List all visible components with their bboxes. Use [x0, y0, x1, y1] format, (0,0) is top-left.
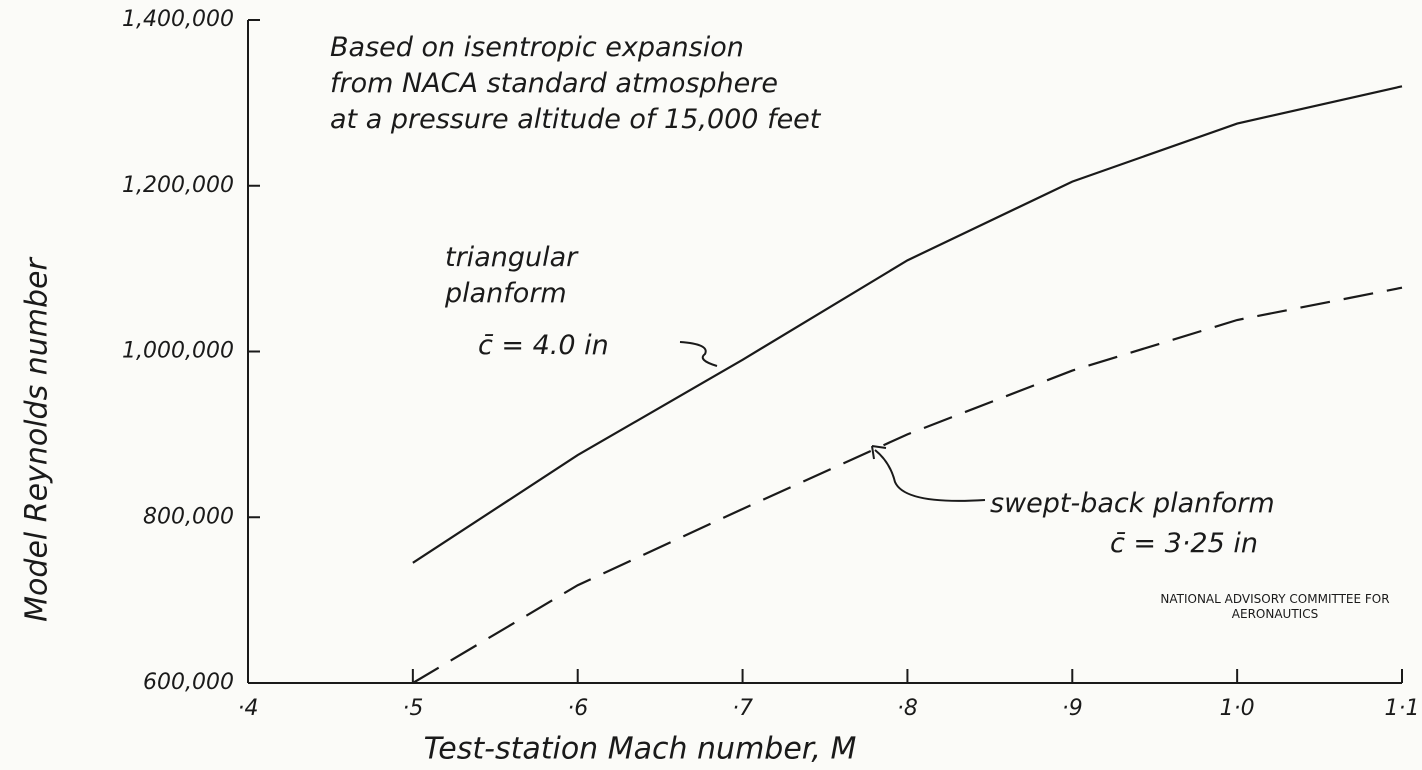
x-tick-label: ·7 [732, 696, 753, 721]
x-tick-label: ·6 [567, 696, 588, 721]
series-label: swept-back planform [990, 488, 1275, 519]
y-tick-label: 1,000,000 [122, 339, 234, 364]
y-axis-label: Model Reynolds number [20, 257, 55, 622]
x-tick-label: ·8 [897, 696, 918, 721]
x-tick-label: 1·0 [1220, 696, 1255, 721]
title: Based on isentropic expansion from NACA … [330, 30, 820, 138]
x-tick-label: 1·1 [1385, 696, 1420, 721]
x-tick-label: ·4 [238, 696, 259, 721]
leader [679, 341, 718, 367]
series-line [412, 286, 1403, 684]
series-label: triangular planform [445, 242, 578, 309]
y-tick-label: 1,400,000 [122, 7, 234, 32]
y-tick-label: 1,200,000 [122, 173, 234, 198]
title-line: Based on isentropic expansion [330, 32, 744, 63]
title-line: from NACA standard atmosphere [330, 68, 778, 99]
x-tick-label: ·5 [402, 696, 423, 721]
series-note: c̄ = 3·25 in [1110, 528, 1258, 559]
series-note: c̄ = 4.0 in [478, 330, 609, 361]
x-axis-label: Test-station Mach number, M [424, 732, 857, 767]
x-tick-label: ·9 [1062, 696, 1083, 721]
source: NATIONAL ADVISORY COMMITTEE FOR AERONAUT… [1160, 592, 1390, 621]
y-tick-label: 600,000 [143, 670, 234, 695]
leader [874, 449, 986, 502]
title-line: at a pressure altitude of 15,000 feet [330, 104, 821, 135]
series-line [412, 85, 1403, 564]
leader-arrow [871, 445, 887, 460]
y-tick-label: 800,000 [143, 504, 234, 529]
